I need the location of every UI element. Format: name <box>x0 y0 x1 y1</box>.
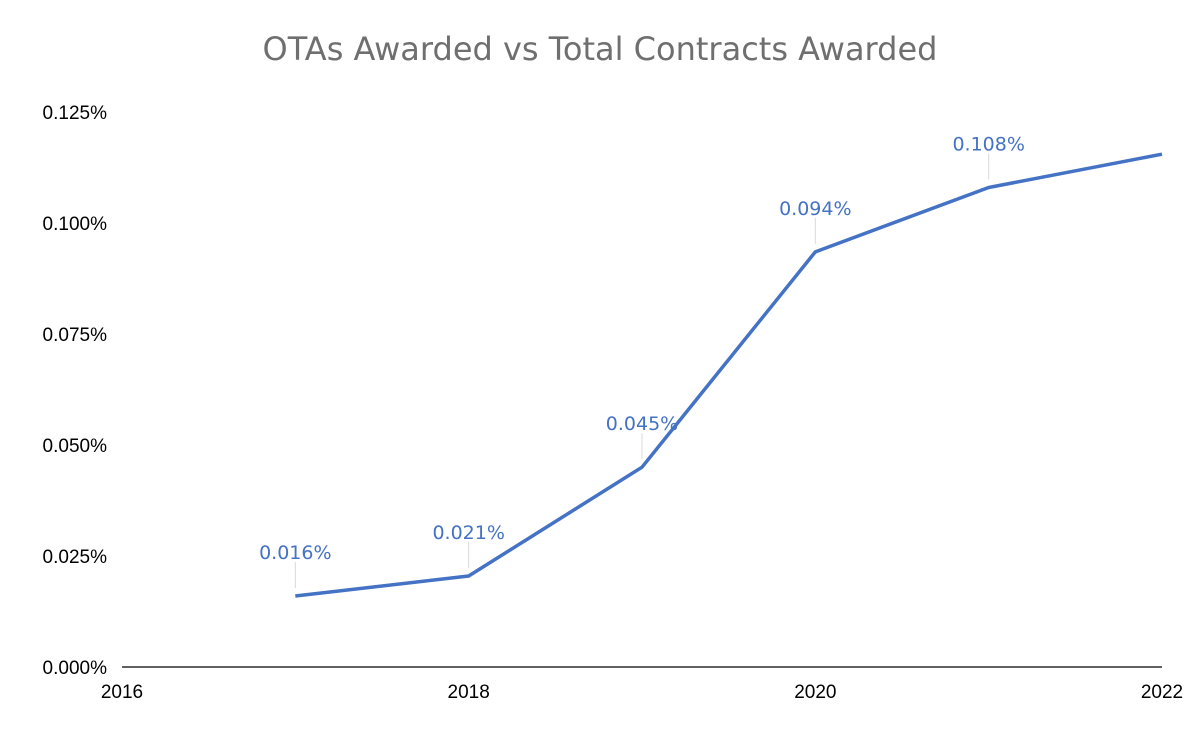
chart-title: OTAs Awarded vs Total Contracts Awarded <box>262 30 938 68</box>
y-tick-label: 0.025% <box>43 547 108 568</box>
y-tick-label: 0.125% <box>43 103 108 124</box>
data-label: 0.045% <box>606 413 678 435</box>
y-tick-label: 0.075% <box>43 325 108 346</box>
y-tick-label: 0.100% <box>43 214 108 235</box>
data-label: 0.094% <box>779 198 851 220</box>
data-label: 0.016% <box>259 542 331 564</box>
y-tick-label: 0.050% <box>43 436 108 457</box>
data-label: 0.021% <box>432 522 504 544</box>
x-tick-label: 2016 <box>101 682 143 703</box>
data-label: 0.108% <box>952 133 1024 155</box>
x-tick-label: 2018 <box>448 682 490 703</box>
x-tick-label: 2020 <box>794 682 836 703</box>
y-tick-label: 0.000% <box>43 658 108 679</box>
series-line <box>295 152 1163 598</box>
x-tick-label: 2022 <box>1141 682 1183 703</box>
